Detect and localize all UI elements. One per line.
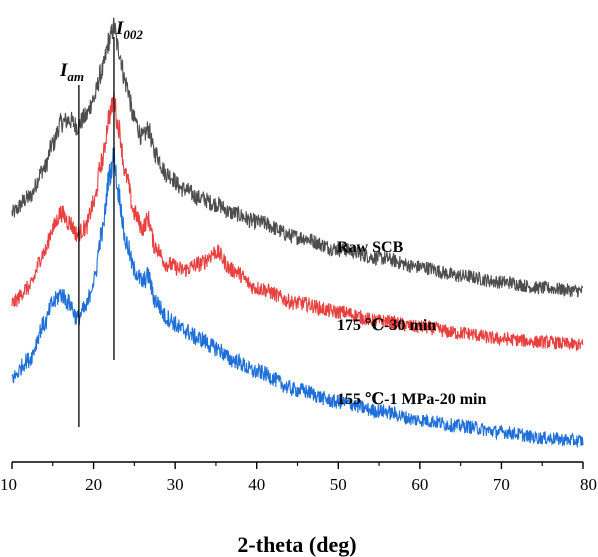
marker-layer: Iam I002 xyxy=(59,18,143,427)
x-tick-label-50: 50 xyxy=(330,475,347,494)
series-line-1 xyxy=(11,17,584,298)
x-tick-label-40: 40 xyxy=(248,475,265,494)
series-label-2: 175 ℃-30 min xyxy=(337,317,436,334)
x-tick-label-20: 20 xyxy=(85,475,102,494)
marker-label-002: I002 xyxy=(115,18,143,42)
x-tick-label-30: 30 xyxy=(167,475,184,494)
x-tick-label-10: 10 xyxy=(0,475,17,494)
series-line-3 xyxy=(11,146,584,448)
marker-label-am: Iam xyxy=(59,60,84,84)
series-label-3: 155 ℃-1 MPa-20 min xyxy=(337,391,486,408)
series-line-2 xyxy=(11,91,584,351)
x-tick-label-70: 70 xyxy=(493,475,510,494)
series-label-1: Raw SCB xyxy=(337,239,404,256)
x-axis: 10 20 30 40 50 60 70 80 xyxy=(0,461,597,494)
x-tick-label-60: 60 xyxy=(411,475,428,494)
x-axis-title: 2-theta (deg) xyxy=(237,532,356,557)
x-tick-label-80: 80 xyxy=(580,475,597,494)
series-layer xyxy=(11,17,584,448)
series-labels: Raw SCB 175 ℃-30 min 155 ℃-1 MPa-20 min xyxy=(337,239,486,408)
